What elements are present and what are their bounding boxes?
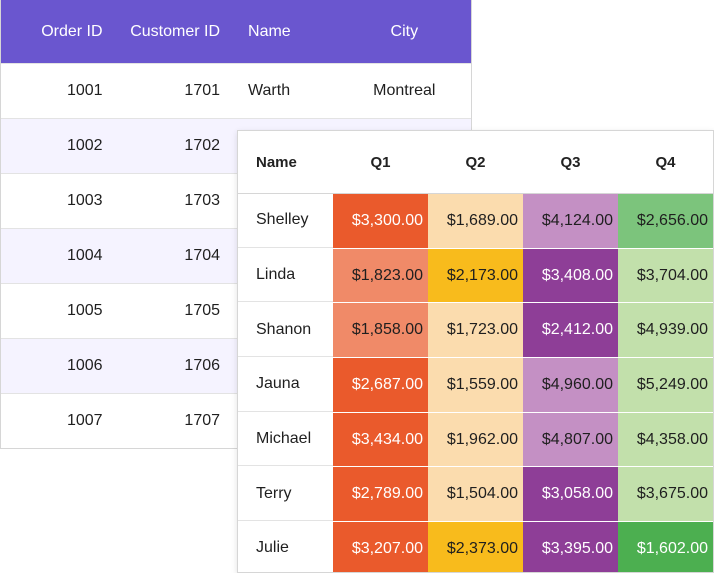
table-row[interactable]: Shelley $3,300.00 $1,689.00 $4,124.00 $2,656…	[238, 194, 713, 249]
q4-value-cell: $3,675.00	[618, 467, 713, 522]
q2-value-cell: $2,173.00	[428, 248, 523, 303]
table-row[interactable]: Shanon $1,858.00 $1,723.00 $2,412.00 $4,939.…	[238, 303, 713, 359]
table-row[interactable]: 1001 1701 Warth Montreal	[1, 63, 471, 118]
table-row[interactable]: Julie $3,207.00 $2,373.00 $3,395.00 $1,602.0…	[238, 522, 713, 572]
q4-value-cell: $1,602.00	[618, 522, 713, 572]
customer-id-cell: 1702	[184, 137, 221, 154]
q3-value-cell: $2,412.00	[523, 303, 618, 358]
q1-value-cell: $3,300.00	[333, 194, 428, 248]
table-row[interactable]: Michael $3,434.00 $1,962.00 $4,807.00 $4,358…	[238, 412, 713, 468]
q4-value-cell: $3,704.00	[618, 248, 713, 303]
orders-grid-header: Order ID Customer ID Name City	[1, 0, 471, 63]
name-cell: Julie	[238, 522, 333, 572]
city-cell: Montreal	[373, 82, 436, 99]
q3-value-cell: $4,960.00	[523, 358, 618, 412]
order-id-cell: 1007	[66, 412, 103, 429]
q1-value-cell: $1,823.00	[333, 248, 428, 303]
column-header-q1[interactable]: Q1	[370, 153, 391, 171]
q4-value-cell: $4,358.00	[618, 412, 713, 467]
name-cell: Warth	[248, 82, 291, 99]
name-cell: Shanon	[238, 303, 333, 358]
q1-value-cell: $1,858.00	[333, 303, 428, 358]
name-cell: Terry	[238, 467, 333, 522]
q3-value-cell: $3,395.00	[523, 522, 618, 572]
q4-value-cell: $2,656.00	[618, 194, 713, 248]
customer-id-cell: 1701	[184, 82, 221, 99]
order-id-cell: 1006	[66, 357, 103, 374]
q1-value-cell: $3,434.00	[333, 412, 428, 467]
column-header-name[interactable]: Name	[256, 153, 297, 171]
column-header-q2[interactable]: Q2	[465, 153, 486, 171]
customer-id-cell: 1703	[184, 192, 221, 209]
q2-value-cell: $1,723.00	[428, 303, 523, 358]
q2-value-cell: $1,504.00	[428, 467, 523, 522]
sales-grid-header: Name Q1 Q2 Q3 Q4	[238, 131, 713, 194]
q1-value-cell: $2,687.00	[333, 358, 428, 412]
table-row[interactable]: 1003 1703	[1, 173, 471, 228]
customer-id-cell: 1705	[184, 302, 221, 319]
name-cell: Michael	[238, 413, 333, 467]
q3-value-cell: $4,124.00	[523, 194, 618, 248]
table-row[interactable]: 1005 1705	[1, 283, 471, 338]
order-id-cell: 1002	[66, 137, 103, 154]
q2-value-cell: $1,689.00	[428, 194, 523, 248]
name-cell: Jauna	[238, 358, 333, 412]
table-row[interactable]: Terry $2,789.00 $1,504.00 $3,058.00 $3,675.0…	[238, 467, 713, 523]
q2-value-cell: $1,559.00	[428, 358, 523, 412]
table-row[interactable]: 1007 1707	[1, 393, 471, 448]
column-header-q4[interactable]: Q4	[655, 153, 676, 171]
order-id-cell: 1005	[66, 302, 103, 319]
order-id-cell: 1003	[66, 192, 103, 209]
q4-value-cell: $4,939.00	[618, 303, 713, 358]
column-header-city[interactable]: City	[390, 22, 419, 40]
customer-id-cell: 1706	[184, 357, 221, 374]
customer-id-cell: 1704	[184, 247, 221, 264]
q4-value-cell: $5,249.00	[618, 358, 713, 412]
sales-grid: Name Q1 Q2 Q3 Q4 Shelley $3,300.00 $1,689.…	[237, 130, 714, 573]
table-row[interactable]: Jauna $2,687.00 $1,559.00 $4,960.00 $5,249.0…	[238, 358, 713, 413]
table-row[interactable]: Linda $1,823.00 $2,173.00 $3,408.00 $3,704.0…	[238, 248, 713, 304]
column-header-name[interactable]: Name	[248, 22, 291, 40]
q1-value-cell: $2,789.00	[333, 467, 428, 522]
column-header-q3[interactable]: Q3	[560, 153, 581, 171]
order-id-cell: 1004	[66, 247, 103, 264]
q2-value-cell: $2,373.00	[428, 522, 523, 572]
order-id-cell: 1001	[66, 82, 103, 99]
column-header-customer-id[interactable]: Customer ID	[130, 22, 221, 40]
q2-value-cell: $1,962.00	[428, 412, 523, 467]
q1-value-cell: $3,207.00	[333, 522, 428, 572]
q3-value-cell: $3,408.00	[523, 248, 618, 303]
q3-value-cell: $3,058.00	[523, 467, 618, 522]
name-cell: Shelley	[238, 194, 333, 248]
name-cell: Linda	[238, 249, 333, 303]
column-header-order-id[interactable]: Order ID	[41, 22, 103, 40]
sales-grid-body: Shelley $3,300.00 $1,689.00 $4,124.00 $2,656…	[238, 194, 713, 572]
q3-value-cell: $4,807.00	[523, 412, 618, 467]
customer-id-cell: 1707	[184, 412, 221, 429]
